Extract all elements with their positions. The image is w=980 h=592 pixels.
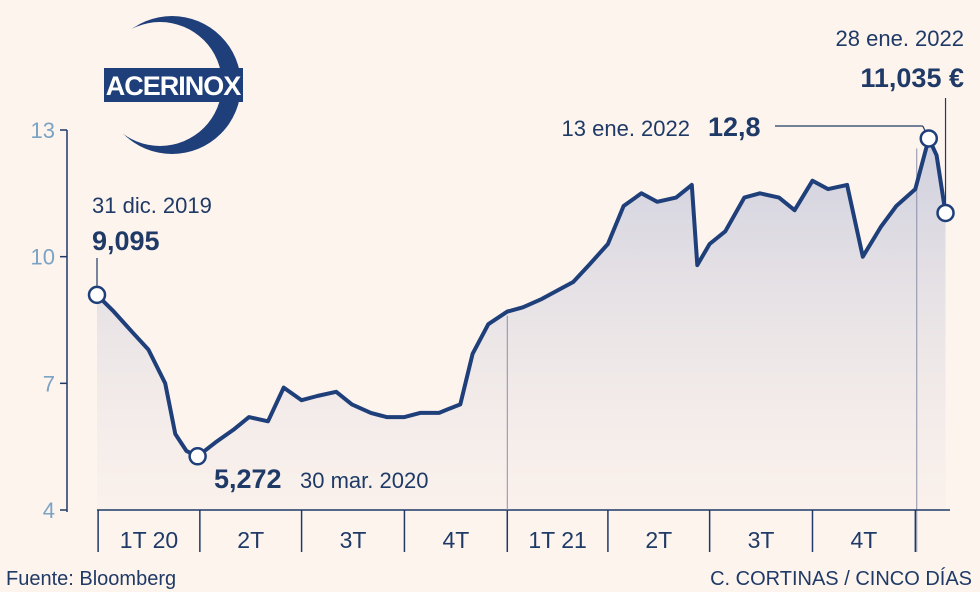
annotation-min-date: 30 mar. 2020 <box>300 468 428 493</box>
source-note: Fuente: Bloomberg <box>6 568 176 590</box>
price-area <box>97 138 946 510</box>
annotation-peak-value: 12,8 <box>708 112 761 142</box>
y-tick-label: 10 <box>31 245 55 270</box>
x-tick-label: 1T 21 <box>528 527 586 553</box>
annotation-marker <box>87 285 107 305</box>
annotation-markers <box>87 129 955 466</box>
area-layer <box>97 138 946 510</box>
y-tick-label: 4 <box>43 498 55 523</box>
annotation-marker <box>919 129 939 148</box>
annotation-start-value: 9,095 <box>92 226 160 256</box>
y-axis: 4 7 10 13 <box>31 118 68 523</box>
price-line <box>95 136 948 459</box>
x-tick-label: 2T <box>237 527 264 553</box>
annotation-end-value: 11,035 € <box>860 63 964 93</box>
y-tick-label: 7 <box>43 371 55 396</box>
x-tick-label: 3T <box>340 527 367 553</box>
line-layer <box>95 136 948 459</box>
credit-note: C. CORTINAS / CINCO DÍAS <box>710 567 972 590</box>
annotation-peak-date: 13 ene. 2022 <box>562 116 690 141</box>
x-tick-label: 4T <box>850 527 877 553</box>
y-tick-label: 13 <box>31 118 55 143</box>
x-tick-label: 4T <box>442 527 469 553</box>
acerinox-logo: ACERINOX <box>98 16 243 154</box>
annotation-end-date: 28 ene. 2022 <box>836 26 964 51</box>
logo-text: ACERINOX <box>106 71 242 101</box>
x-tick-label: 1T 20 <box>120 527 178 553</box>
x-tick-label: 3T <box>748 527 775 553</box>
x-tick-label: 2T <box>645 527 672 553</box>
annotation-marker <box>188 447 207 466</box>
annotation-start-date: 31 dic. 2019 <box>92 193 212 218</box>
annotation-marker <box>936 203 955 223</box>
annotation-min-value: 5,272 <box>214 464 282 494</box>
x-axis: 1T 20 2T 3T 4T 1T 21 2T 3T 4T <box>97 315 950 553</box>
